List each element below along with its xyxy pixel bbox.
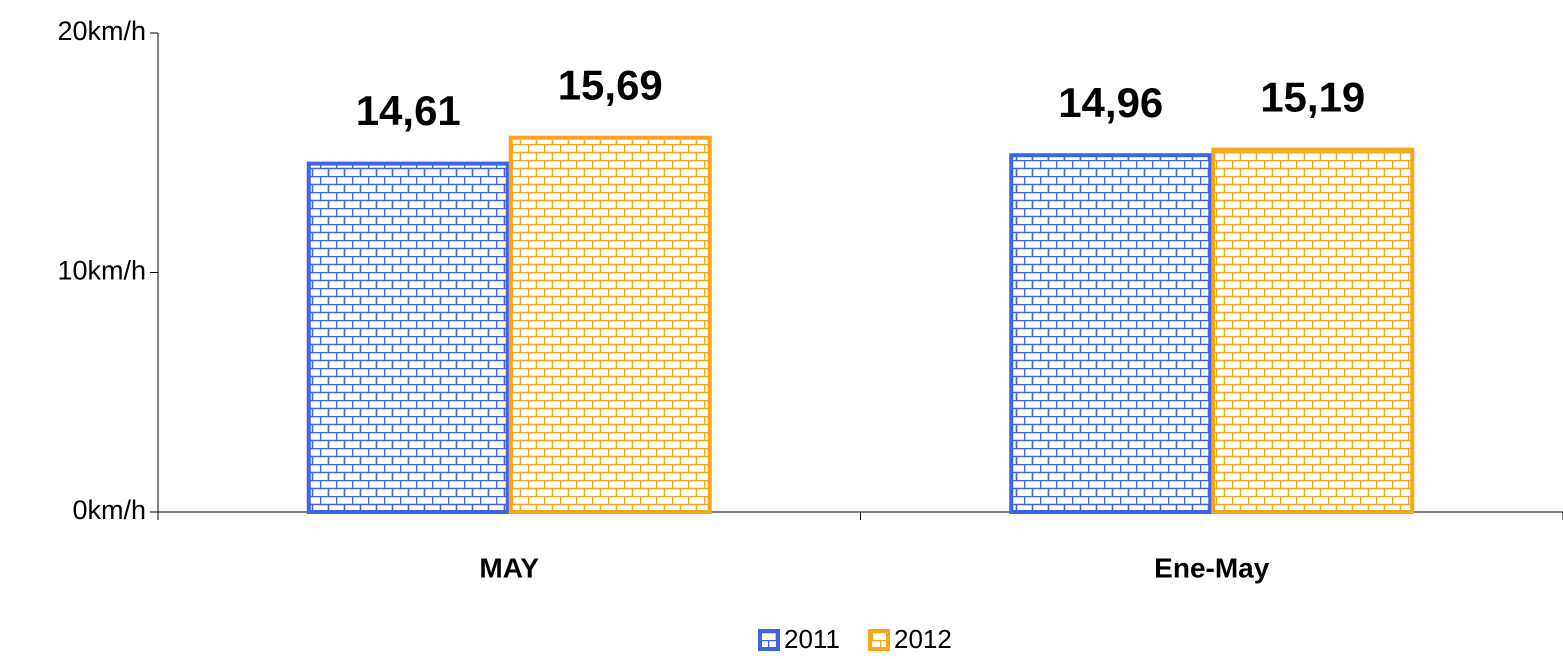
x-tick-label: MAY (479, 552, 539, 583)
legend-swatch (758, 629, 780, 651)
bar (508, 135, 712, 515)
bar (1211, 147, 1415, 514)
y-tick-label: 20km/h (57, 16, 146, 46)
x-tick-label: Ene-May (1154, 552, 1270, 583)
bar (306, 161, 510, 514)
y-tick-label: 10km/h (57, 256, 146, 286)
value-label: 15,19 (1260, 73, 1365, 120)
value-label: 15,69 (558, 61, 663, 108)
legend-label: 2012 (894, 624, 952, 654)
value-label: 14,61 (356, 87, 461, 134)
legend-swatch (868, 629, 890, 651)
legend-label: 2011 (784, 624, 840, 654)
y-tick-label: 0km/h (72, 495, 146, 525)
value-label: 14,96 (1058, 79, 1163, 126)
bar (1009, 153, 1213, 514)
